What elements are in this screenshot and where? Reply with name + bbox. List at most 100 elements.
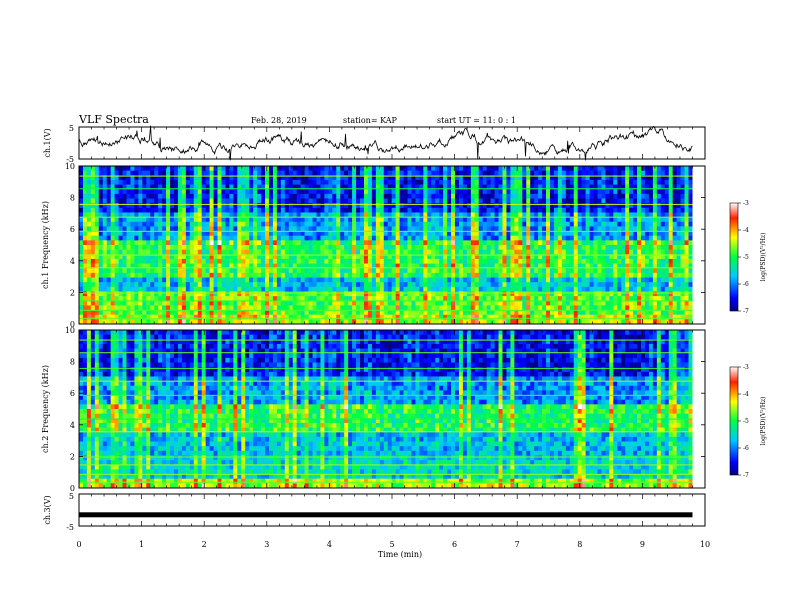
spectrogram-cell — [106, 226, 111, 232]
spectrogram-cell — [451, 305, 456, 311]
spectrogram-cell — [664, 231, 670, 237]
spectrogram-cell — [518, 272, 523, 278]
spectrogram-cell — [197, 282, 202, 288]
spectrogram-cell — [648, 300, 654, 306]
spectrogram-cell — [561, 166, 567, 171]
spectrogram-cell — [296, 170, 301, 176]
spectrogram-cell — [411, 249, 416, 255]
spectrogram-cell — [102, 314, 108, 320]
spectrogram-cell — [312, 221, 317, 227]
spectrogram-cell — [538, 249, 543, 255]
spectrogram-cell — [451, 296, 456, 302]
spectrogram-cell — [506, 277, 511, 283]
spectrogram-cell — [664, 193, 670, 199]
spectrogram-cell — [514, 203, 519, 209]
spectrogram-cell — [589, 175, 594, 181]
spectrogram-cell — [292, 282, 297, 288]
spectrogram-cell — [621, 189, 626, 195]
spectrogram-cell — [597, 231, 602, 237]
spectrogram-cell — [613, 277, 618, 283]
spectrogram-cell — [660, 189, 666, 195]
spectrogram-cell — [146, 277, 151, 283]
spectrogram-cell — [177, 254, 183, 260]
spectrogram-cell — [633, 296, 638, 302]
spectrogram-cell — [213, 291, 218, 297]
ch1-waveform-trace — [78, 125, 693, 161]
spectrogram-cell — [102, 277, 108, 283]
spectrogram-cell — [162, 305, 167, 311]
spectrogram-cell — [549, 245, 555, 250]
spectrogram-cell — [280, 300, 286, 306]
spectrogram-cell — [660, 272, 666, 278]
spectrogram-cell — [419, 235, 424, 241]
spectrogram-cell — [166, 277, 171, 283]
spectrogram-cell — [542, 198, 547, 204]
spectrogram-cell — [261, 272, 266, 278]
spectrogram-cell — [502, 291, 507, 297]
spectrogram-cell — [664, 184, 670, 190]
spectrogram-cell — [407, 291, 412, 297]
spectrogram-cell — [324, 203, 329, 209]
spectrogram-cell — [371, 263, 377, 269]
spectrogram-cell — [569, 245, 575, 250]
spectrogram-cell — [443, 184, 448, 190]
spectrogram-cell — [641, 305, 646, 311]
spectrogram-cell — [680, 221, 685, 227]
spectrogram-cell — [308, 221, 313, 227]
spectrogram-cell — [221, 212, 226, 218]
spectrogram-cell — [617, 291, 622, 297]
spectrogram-cell — [344, 282, 349, 288]
spectrogram-cell — [419, 291, 424, 297]
spectrogram-cell — [375, 245, 381, 250]
spectrogram-cell — [549, 249, 555, 255]
spectrogram-cell — [482, 217, 487, 223]
spectrogram-cell — [443, 179, 448, 185]
spectrogram-cell — [641, 296, 646, 302]
spectrogram-cell — [304, 203, 309, 209]
spectrogram-cell — [86, 189, 92, 195]
spectrogram-cell — [320, 226, 325, 232]
spectrogram-cell — [328, 263, 333, 269]
spectrogram-cell — [510, 258, 515, 264]
spectrogram-cell — [118, 189, 123, 195]
spectrogram-cell — [613, 212, 618, 218]
spectrogram-cell — [257, 212, 262, 218]
spectrogram-cell — [328, 231, 333, 237]
spectrogram-cell — [447, 221, 452, 227]
spectrogram-cell — [451, 212, 456, 218]
spectrogram-cell — [209, 203, 214, 209]
spectrogram-cell — [549, 286, 555, 292]
spectrogram-cell — [593, 207, 598, 213]
spectrogram-cell — [633, 231, 638, 237]
spectrogram-cell — [447, 189, 452, 195]
spectrogram-cell — [348, 217, 353, 223]
spectrogram-cell — [98, 282, 104, 288]
spectrogram-cell — [419, 221, 424, 227]
spectrogram-cell — [130, 254, 135, 260]
spectrogram-cell — [177, 212, 183, 218]
spectrogram-cell — [474, 235, 480, 241]
spectrogram-cell — [652, 258, 658, 264]
spectrogram-cell — [249, 258, 254, 264]
spectrogram-cell — [447, 245, 452, 250]
spectrogram-cell — [561, 310, 567, 316]
spectrogram-cell — [102, 254, 108, 260]
spectrogram-cell — [656, 286, 662, 292]
spectrogram-cell — [94, 254, 100, 260]
spectrogram-cell — [648, 166, 654, 171]
spectrogram-cell — [142, 310, 147, 316]
spectrogram-cell — [229, 277, 234, 283]
spectrogram-cell — [162, 291, 167, 297]
spectrogram-cell — [265, 245, 270, 250]
spectrogram-cell — [146, 193, 151, 199]
spectrogram-cell — [538, 184, 543, 190]
spectrogram-cell — [265, 203, 270, 209]
spectrogram-cell — [126, 184, 131, 190]
spectrogram-cell — [399, 249, 404, 255]
spectrogram-cell — [142, 305, 147, 311]
spectrogram-cell — [656, 300, 662, 306]
spectrogram-cell — [613, 240, 618, 246]
spectrogram-cell — [296, 258, 301, 264]
spectrogram-cell — [518, 217, 523, 223]
spectrogram-cell — [82, 286, 88, 292]
